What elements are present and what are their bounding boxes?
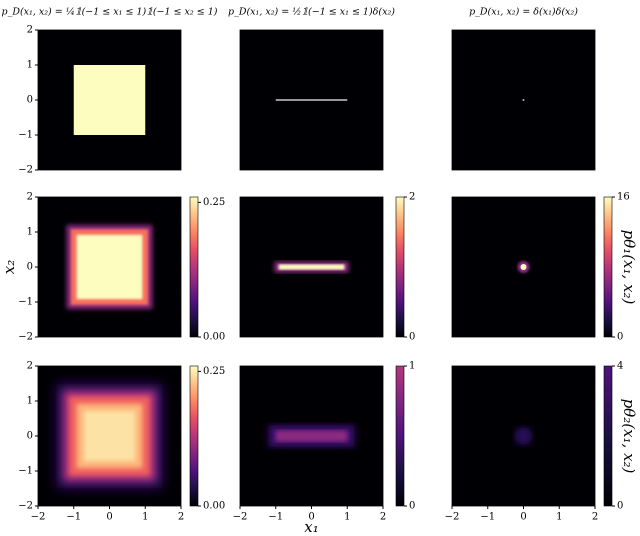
panel: p_D(x₁, x₂) = ½𝟙(−1 ≤ x₁ ≤ 1)δ(x₂)	[228, 7, 395, 171]
panel: 0 16 pθ₁(x₁, x₂)	[451, 192, 638, 343]
x-axis-label: x₁	[304, 518, 318, 536]
density	[517, 261, 530, 273]
colorbar	[395, 365, 405, 507]
density	[66, 225, 153, 309]
panel: −2 −1 0 1 2 0 4 pθ₂(x₁, x₂)	[445, 361, 638, 523]
y-tick-label: 2	[27, 361, 33, 372]
panel: 02	[239, 192, 415, 343]
y-tick-label: 1	[27, 396, 33, 407]
density-region	[520, 264, 527, 270]
density-region	[73, 65, 146, 135]
x-tick-label: −1	[268, 512, 283, 523]
y-axis-label: x₂	[0, 260, 18, 274]
y-tick-label: −2	[18, 165, 33, 176]
colorbar-label: pθ₁(x₁, x₂)	[620, 230, 638, 305]
density	[275, 99, 348, 101]
x-tick-label: −1	[66, 512, 81, 523]
density	[274, 261, 349, 273]
x-tick-label: 0	[308, 512, 314, 523]
y-tick-label: 0	[27, 262, 33, 273]
colorbar-tick-label: 0	[409, 332, 415, 343]
colorbar-tick-label: 0.00	[203, 501, 225, 512]
x-tick-label: 1	[142, 512, 148, 523]
axes-frame	[239, 196, 384, 338]
x-tick-label: −1	[480, 512, 495, 523]
density-region	[514, 427, 533, 445]
x-tick-label: 2	[380, 512, 386, 523]
x-tick-label: 1	[344, 512, 350, 523]
y-tick-label: 0	[27, 431, 33, 442]
axes-frame	[239, 29, 384, 171]
colorbar-tick-label: 0.25	[203, 197, 225, 208]
colorbar-tick-label: 0	[409, 501, 415, 512]
density	[73, 65, 146, 135]
panel-title: p_D(x₁, x₂) = δ(x₁)δ(x₂)	[469, 7, 578, 18]
x-tick-label: 2	[178, 512, 184, 523]
x-tick-label: −2	[445, 512, 460, 523]
colorbar-tick-label: 1	[409, 361, 415, 372]
density-region	[275, 430, 348, 442]
colorbar	[189, 365, 199, 507]
x-tick-label: 0	[520, 512, 526, 523]
colorbar-tick-label: 0.25	[203, 366, 225, 377]
colorbar-tick-label: 0.00	[203, 332, 225, 343]
panel-title: p_D(x₁, x₂) = ¼𝟙(−1 ≤ x₁ ≤ 1)𝟙(−1 ≤ x₂ ≤…	[2, 7, 218, 18]
density-region	[522, 99, 525, 101]
y-tick-label: −1	[18, 297, 33, 308]
y-tick-label: −1	[18, 130, 33, 141]
axes-frame	[451, 29, 596, 171]
y-tick-label: 0	[27, 95, 33, 106]
y-tick-label: −2	[18, 332, 33, 343]
y-tick-label: 2	[27, 192, 33, 203]
panel: −2 −1 0 1 2 x₂ 0.00 0.25	[0, 192, 225, 343]
axes-frame	[451, 196, 596, 338]
density	[522, 99, 525, 101]
y-tick-label: 2	[27, 25, 33, 36]
x-tick-label: 2	[592, 512, 598, 523]
density	[268, 424, 355, 448]
colorbar-tick-label: 4	[617, 361, 623, 372]
colorbar	[603, 365, 613, 507]
colorbar	[189, 196, 199, 338]
colorbar-label: pθ₂(x₁, x₂)	[620, 399, 638, 474]
density	[56, 384, 163, 488]
x-tick-label: −2	[31, 512, 46, 523]
density-region	[76, 234, 143, 300]
x-tick-label: 1	[556, 512, 562, 523]
y-tick-label: 1	[27, 227, 33, 238]
panel: −2 −1 0 1 2 −2 −1 0 1 2 0.00 0.25	[18, 361, 225, 523]
y-tick-label: −1	[18, 466, 33, 477]
x-tick-label: −2	[233, 512, 248, 523]
panel-title: p_D(x₁, x₂) = ½𝟙(−1 ≤ x₁ ≤ 1)δ(x₂)	[228, 7, 395, 18]
colorbar	[395, 196, 405, 338]
density	[514, 427, 533, 445]
y-tick-label: 1	[27, 60, 33, 71]
colorbar	[603, 196, 613, 338]
colorbar-tick-label: 16	[617, 192, 630, 203]
density-region	[275, 99, 348, 101]
panel: p_D(x₁, x₂) = δ(x₁)δ(x₂)	[451, 7, 596, 171]
x-tick-label: 0	[106, 512, 112, 523]
colorbar-tick-label: 2	[409, 192, 415, 203]
colorbar-tick-label: 0	[617, 332, 623, 343]
panel: −2 −1 0 1 2 p_D(x₁, x₂) = ¼𝟙(−1 ≤ x₁ ≤ 1)𝟙(−1…	[2, 7, 218, 176]
density-region	[278, 264, 345, 270]
density-region	[83, 410, 136, 462]
colorbar-tick-label: 0	[617, 501, 623, 512]
y-tick-label: −2	[18, 501, 33, 512]
